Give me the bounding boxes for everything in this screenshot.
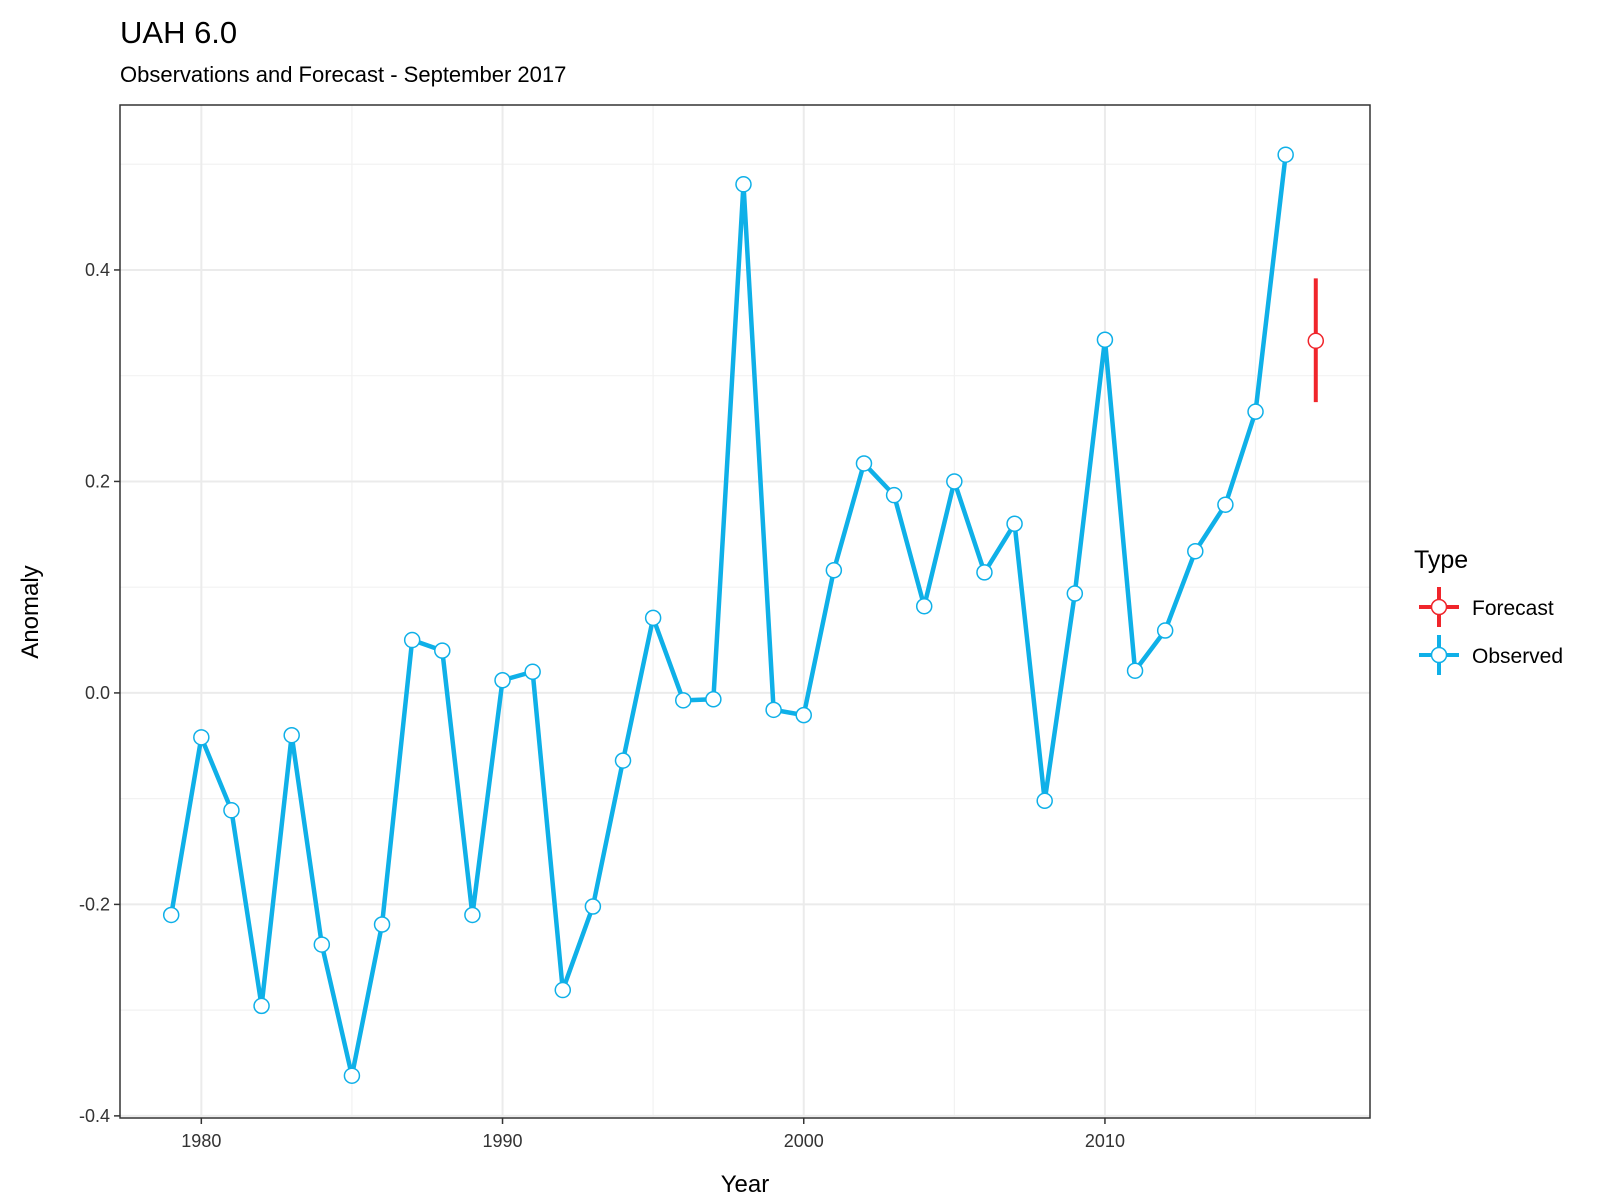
x-axis-title: Year: [721, 1171, 770, 1198]
observed-point: [644, 609, 662, 627]
observed-point: [253, 997, 270, 1015]
observed-point: [554, 981, 572, 999]
observed-point: [1187, 542, 1204, 560]
x-tick-label: 1980: [181, 1131, 221, 1151]
observed-point: [162, 906, 180, 924]
legend-title: Type: [1414, 546, 1468, 574]
observed-point: [283, 726, 300, 744]
chart-subtitle: Observations and Forecast - September 20…: [120, 62, 566, 87]
forecast-point: [1307, 332, 1325, 350]
observed-point: [524, 663, 541, 681]
observed-point: [675, 692, 692, 709]
axes: 1980 1990 2000 2010 -0.4 -0.2 0.0 0.2 0.4: [79, 260, 1125, 1151]
x-tick-label: 1990: [483, 1131, 523, 1151]
y-tick-label: -0.4: [79, 1106, 110, 1126]
observed-point: [946, 473, 963, 490]
observed-point: [705, 691, 722, 708]
legend: Type Forecast Observed: [1414, 546, 1563, 675]
observed-point: [795, 706, 812, 724]
y-tick-label: 0.0: [85, 683, 110, 703]
observed-point: [434, 642, 451, 659]
y-axis-title: Anomaly: [17, 565, 44, 658]
y-tick-label: 0.2: [85, 471, 110, 491]
chart-title: UAH 6.0: [120, 15, 237, 50]
observed-point: [193, 729, 210, 746]
observed-point: [825, 562, 843, 579]
observed-point: [223, 802, 240, 819]
observed-point: [343, 1067, 361, 1084]
observed-point: [1036, 792, 1053, 810]
grid-lines: [120, 105, 1370, 1118]
observed-point: [855, 455, 873, 472]
observed-point: [915, 597, 933, 615]
observed-point: [494, 671, 511, 689]
observed-point: [1156, 622, 1174, 639]
observed-point: [584, 898, 602, 915]
observed-point: [1096, 331, 1114, 348]
observed-point: [373, 916, 391, 933]
observed-point: [1277, 146, 1294, 163]
observed-point: [1126, 662, 1144, 679]
x-tick-label: 2010: [1085, 1131, 1125, 1151]
y-tick-label: -0.2: [79, 894, 110, 914]
legend-label-observed: Observed: [1472, 645, 1563, 668]
observed-point: [976, 564, 993, 581]
observed-point: [735, 176, 752, 193]
observed-point: [1217, 496, 1234, 513]
observed-point: [313, 936, 331, 953]
legend-key-observed: [1419, 635, 1459, 675]
observed-point: [403, 631, 421, 649]
x-tick-label: 2000: [784, 1131, 824, 1151]
legend-key-forecast: [1419, 587, 1459, 627]
observed-point: [614, 752, 632, 769]
plot-border: [119, 104, 1371, 1119]
y-tick-label: 0.4: [85, 260, 110, 280]
observed-line: [168, 154, 1288, 1078]
plot-background: [120, 105, 1370, 1118]
legend-label-forecast: Forecast: [1472, 597, 1554, 620]
observed-point: [1066, 585, 1084, 602]
observed-point: [885, 486, 903, 504]
observed-point: [1006, 515, 1023, 532]
series-layer: [162, 146, 1325, 1084]
observed-point: [464, 906, 481, 924]
observed-point: [765, 701, 782, 719]
observed-point: [1247, 403, 1264, 420]
